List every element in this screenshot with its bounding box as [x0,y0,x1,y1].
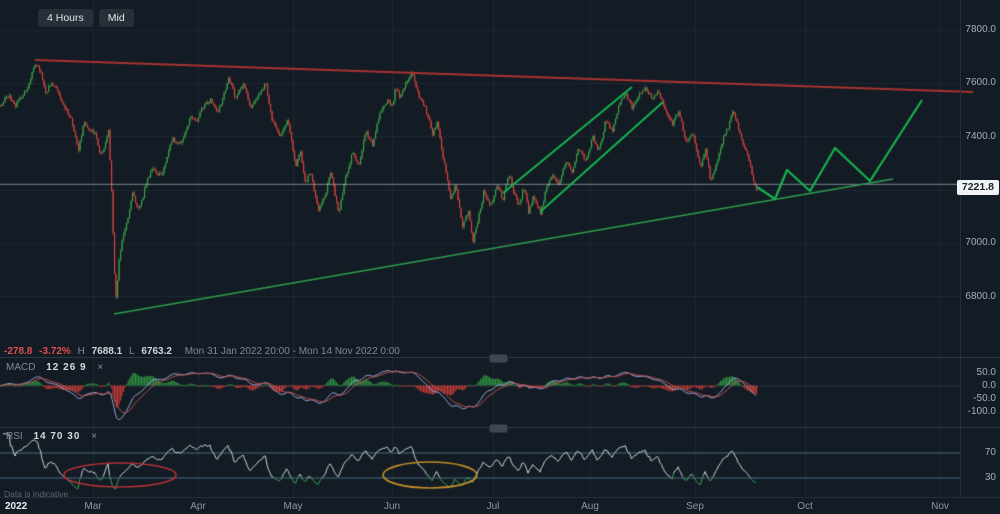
data-indicative-note: Data is indicative [4,489,69,499]
high-value: 7688.1 [91,346,123,357]
macd-close-icon[interactable]: × [97,362,104,373]
time-axis[interactable]: 2022 Mar Apr May Jun Jul Aug Sep Oct Nov [0,498,1000,514]
time-axis-label-aug: Aug [581,501,599,512]
time-axis-label-mar: Mar [84,501,102,512]
price-axis-border [960,0,961,497]
low-value: 6763.2 [141,346,172,357]
macd-indicator-label: MACD 12 26 9 × [6,362,103,373]
time-axis-year: 2022 [5,501,28,512]
low-label: L [129,346,135,357]
rsi-indicator-label: RSI 14 70 30 × [6,431,97,442]
timeframe-button[interactable]: 4 Hours [38,9,93,27]
high-label: H [77,346,85,357]
price-axis-label-7800.0: 7800.0 [965,24,996,35]
macd-panel-drag-handle[interactable] [489,354,508,363]
time-axis-label-apr: Apr [190,501,206,512]
macd-params: 12 26 9 [46,362,87,373]
price-axis-label-6800.0: 6800.0 [965,291,996,302]
price-type-button[interactable]: Mid [98,9,134,27]
price-axis-label-7400.0: 7400.0 [965,131,996,142]
price-axis-label-7600.0: 7600.0 [965,77,996,88]
rsi-level-label-30: 30 [984,472,996,483]
price-change-percent: -3.72% [39,346,71,357]
macd-name: MACD [6,362,36,373]
rsi-name: RSI [6,431,23,442]
time-axis-label-sep: Sep [686,501,704,512]
macd-axis-label--50.0: -50.0 [973,393,996,404]
rsi-close-icon[interactable]: × [91,431,98,442]
session-info-bar: -278.8 -3.72% H 7688.1 L 6763.2 Mon 31 J… [4,346,404,357]
price-change: -278.8 [4,346,33,357]
time-axis-label-nov: Nov [931,501,949,512]
time-axis-label-jun: Jun [383,501,401,512]
chart-toolbar: 4 Hours Mid [38,9,134,27]
macd-axis-label-50.0: 50.0 [976,367,996,378]
time-axis-label-oct: Oct [797,501,813,512]
time-axis-label-may: May [283,501,303,512]
date-range: Mon 31 Jan 2022 20:00 - Mon 14 Nov 2022 … [184,346,400,357]
macd-axis-label--100.0: -100.0 [967,406,996,417]
rsi-params: 14 70 30 [33,431,81,442]
rsi-level-label-70: 70 [984,447,996,458]
time-axis-border [0,497,1000,498]
time-axis-label-jul: Jul [486,501,500,512]
rsi-panel-drag-handle[interactable] [489,424,508,433]
current-price-tag: 7221.8 [956,180,999,195]
price-axis-label-7000.0: 7000.0 [965,237,996,248]
macd-axis-label-0.0: 0.0 [982,380,996,391]
